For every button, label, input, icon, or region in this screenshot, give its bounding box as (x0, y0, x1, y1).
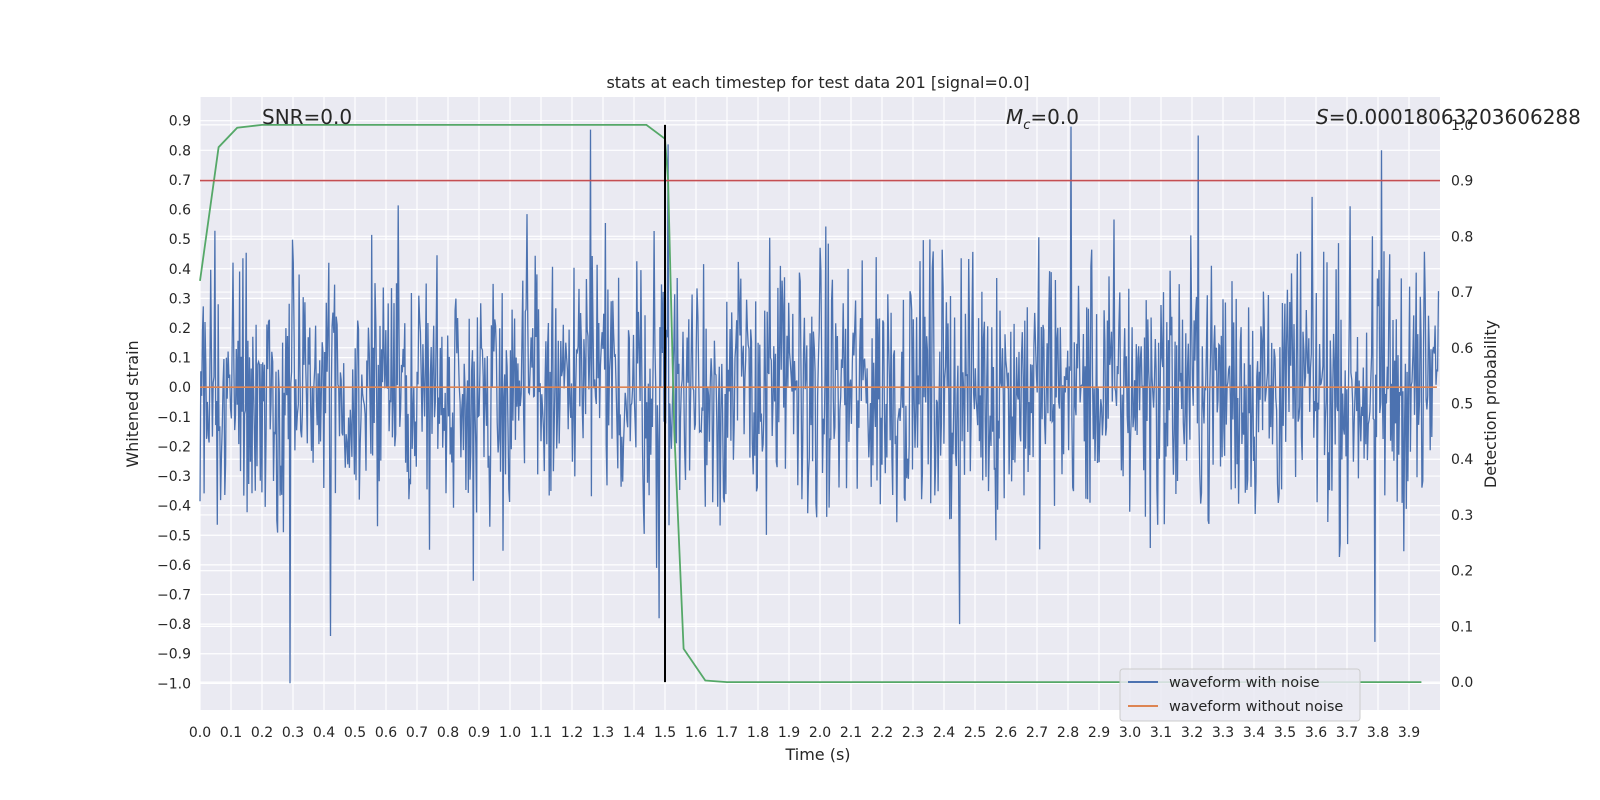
x-tick-label: 1.0 (499, 725, 521, 741)
y-tick-label: 0.6 (169, 203, 191, 219)
x-tick-label: 1.9 (778, 725, 800, 741)
y-tick-label: 0.7 (169, 173, 191, 189)
x-tick-label: 3.3 (1212, 725, 1234, 741)
x-tick-label: 3.7 (1336, 725, 1358, 741)
detection-probability-line (199, 124, 1422, 683)
x-axis-label: Time (s) (784, 745, 850, 764)
y-tick-label: 0.2 (169, 321, 191, 337)
x-tick-label: 0.6 (375, 725, 397, 741)
y2-tick-label: 0.3 (1451, 508, 1473, 524)
x-tick-label: 0.0 (189, 725, 211, 741)
x-tick-label: 3.2 (1181, 725, 1203, 741)
annotation-s-symbol: S (1316, 105, 1329, 129)
x-tick-label: 3.4 (1243, 725, 1265, 741)
x-tick-label: 1.5 (654, 725, 676, 741)
series-waveform-with-noise (199, 126, 1440, 684)
annotation-s-value: =0.00018063203606288 (1329, 105, 1581, 129)
x-tick-label: 3.6 (1305, 725, 1327, 741)
annotation-s: S=0.00018063203606288 (1316, 105, 1581, 129)
annotation-mc-symbol: M (1006, 105, 1023, 129)
x-tick-label: 3.0 (1119, 725, 1141, 741)
x-tick-label: 2.5 (964, 725, 986, 741)
y-tick-labels: 0.9 0.8 0.7 0.6 0.5 0.4 0.3 0.2 0.1 0.0 −0.1 −0.2 −0… (157, 114, 191, 693)
y2-tick-label: 0.7 (1451, 285, 1473, 301)
y-tick-label: 0.8 (169, 143, 191, 159)
y-tick-label: 0.3 (169, 291, 191, 307)
x-tick-label: 2.6 (995, 725, 1017, 741)
legend-label-noise: waveform with noise (1169, 675, 1320, 691)
x-tick-label: 0.5 (344, 725, 366, 741)
y2-tick-label: 0.6 (1451, 341, 1473, 357)
y-tick-label: −0.9 (157, 647, 191, 663)
x-tick-label: 2.2 (871, 725, 893, 741)
y-tick-label: −0.2 (157, 439, 191, 455)
y2-tick-label: 0.1 (1451, 619, 1473, 635)
series-detection-probability (199, 124, 1422, 683)
legend: waveform with noise waveform without noi… (1119, 668, 1361, 722)
x-tick-label: 3.8 (1367, 725, 1389, 741)
y-tick-label: 0.1 (169, 351, 191, 367)
y-tick-label: −1.0 (157, 676, 191, 692)
x-tick-label: 2.8 (1057, 725, 1079, 741)
x-tick-label: 1.3 (592, 725, 614, 741)
y-tick-label: −0.7 (157, 588, 191, 604)
x-tick-label: 1.4 (623, 725, 645, 741)
annotation-mc-sub: c (1023, 118, 1030, 133)
y2-tick-label: 0.4 (1451, 452, 1473, 468)
y2-tick-label: 0.5 (1451, 397, 1473, 413)
y-tick-label: −0.5 (157, 528, 191, 544)
x-tick-label: 0.4 (313, 725, 335, 741)
y-tick-label: −0.1 (157, 410, 191, 426)
x-tick-label: 3.5 (1274, 725, 1296, 741)
y-tick-label: 0.0 (169, 380, 191, 396)
y2-tick-label: 0.2 (1451, 564, 1473, 580)
y-tick-label: −0.6 (157, 558, 191, 574)
overlays (200, 124, 1440, 683)
x-tick-label: 2.4 (933, 725, 955, 741)
y2-tick-label: 0.0 (1451, 675, 1473, 691)
x-tick-label: 0.8 (437, 725, 459, 741)
x-tick-labels: 0.0 0.1 0.2 0.3 0.4 0.5 0.6 0.7 0.8 0.9 1.0 1.1 1.2 1… (189, 725, 1420, 741)
y-tick-label: 0.4 (169, 262, 191, 278)
x-tick-label: 2.7 (1026, 725, 1048, 741)
y-tick-label: −0.3 (157, 469, 191, 485)
legend-box (1119, 668, 1361, 722)
y-tick-label: −0.8 (157, 617, 191, 633)
x-tick-label: 2.3 (902, 725, 924, 741)
y-tick-label: 0.9 (169, 114, 191, 130)
x-tick-label: 0.9 (468, 725, 490, 741)
legend-label-clean: waveform without noise (1169, 699, 1343, 715)
y-tick-label: −0.4 (157, 499, 191, 515)
y-tick-label: 0.5 (169, 232, 191, 248)
y2-tick-labels: 1.0 0.9 0.8 0.7 0.6 0.5 0.4 0.3 0.2 0.1 0.0 (1451, 118, 1473, 691)
x-tick-label: 0.7 (406, 725, 428, 741)
x-tick-label: 0.3 (282, 725, 304, 741)
grid (199, 97, 1440, 710)
annotation-mc-value: =0.0 (1030, 105, 1079, 129)
y2-tick-label: 0.9 (1451, 174, 1473, 190)
x-tick-label: 0.2 (251, 725, 273, 741)
x-tick-label: 1.7 (716, 725, 738, 741)
x-tick-label: 1.8 (747, 725, 769, 741)
x-tick-label: 2.0 (809, 725, 831, 741)
x-tick-label: 2.1 (840, 725, 862, 741)
x-tick-label: 1.6 (685, 725, 707, 741)
annotation-chirp-mass: Mc=0.0 (1006, 105, 1079, 133)
x-tick-label: 0.1 (220, 725, 242, 741)
chart-title: stats at each timestep for test data 201… (606, 73, 1029, 92)
noise-waveform-line (199, 126, 1440, 684)
y2-tick-label: 0.8 (1451, 229, 1473, 245)
x-tick-label: 3.9 (1398, 725, 1420, 741)
x-tick-label: 1.1 (530, 725, 552, 741)
y2-tick-label: 1.0 (1451, 118, 1473, 134)
y2-axis-label: Detection probability (1481, 320, 1500, 488)
x-tick-label: 2.9 (1088, 725, 1110, 741)
x-tick-label: 3.1 (1150, 725, 1172, 741)
annotation-snr: SNR=0.0 (262, 105, 352, 129)
x-tick-label: 1.2 (561, 725, 583, 741)
y-axis-label: Whitened strain (123, 340, 142, 467)
